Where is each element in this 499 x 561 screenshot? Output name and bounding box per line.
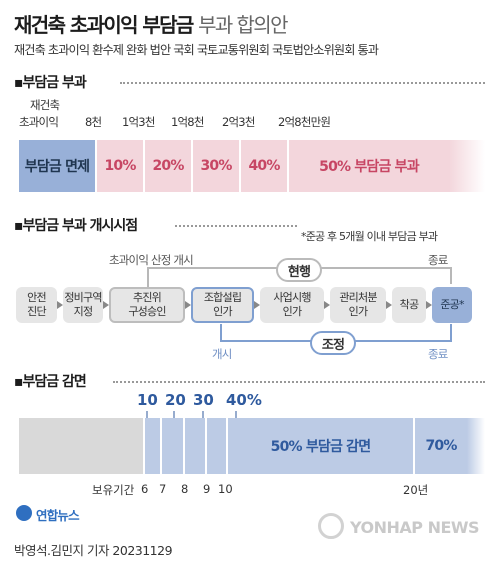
step-arrows [57,301,432,309]
step-safety-check: 안전 진단 [16,287,57,323]
section3-heading: ▪부담금 감면 [14,374,87,390]
band-30: 30% [193,140,239,192]
revised-end-label: 종료 [428,347,448,361]
year-tick: 7 [159,482,167,496]
band-rate-20 [162,418,183,474]
section2-note: *준공 후 5개월 이내 부담금 부과 [301,230,438,243]
year-tick: 8 [181,482,189,496]
section2-divider [175,225,297,227]
threshold-label: 1억3천 [122,115,155,129]
title-main: 재건축 초과이익 부담금 [14,13,194,37]
band-rate-70-fade [467,418,485,474]
step-disposal-approval: 관리처분 인가 [330,287,386,323]
band-no-reduction [19,418,143,474]
section3-divider [113,381,485,383]
step-committee-approval: 추진위 구성승인 [109,287,185,323]
step-completion: 준공* [432,287,472,323]
watermark-text: YONHAP NEWS [350,518,480,537]
title-sub: 부과 합의안 [198,13,288,37]
band-20: 20% [145,140,191,192]
year-tick: 9 [203,482,211,496]
section1-heading: ▪부담금 부과 [14,75,87,91]
step-association-approval: 조합설립 인가 [191,287,254,323]
threshold-label: 1억8천 [171,115,204,129]
threshold-label: 8천 [85,115,102,129]
current-end-label: 종료 [428,253,448,267]
rate-40: 40% [226,391,262,409]
band-rate-40 [207,418,226,474]
rate-30: 30 [193,391,214,409]
axis-label-line2: 초과이익 [19,115,59,129]
year-tick-end: 20년 [403,483,429,497]
band-50: 50% 부담금 부과 [289,140,449,192]
watermark-icon [318,513,344,539]
current-label: 현행 [276,258,322,282]
section2-heading: ▪부담금 부과 개시시점 [14,218,138,234]
band-50-fade [449,140,485,192]
band-rate-30 [185,418,205,474]
band-rate-50: 50% 부담금 감면 [228,418,413,474]
credit-line: 박영석.김민지 기자 20231129 [14,543,173,558]
section1-divider [120,82,485,84]
year-tick: 6 [141,482,149,496]
calc-start-label: 초과이익 산정 개시 [109,253,194,267]
band-rate-70: 70% [415,418,467,474]
step-construction-start: 착공 [392,287,426,323]
rate-10: 10 [137,391,158,409]
yonhap-logo-icon [16,505,32,521]
revised-label: 조정 [310,331,356,355]
year-tick: 10 [218,482,233,496]
revised-start-label: 개시 [212,347,232,361]
band-10: 10% [97,140,143,192]
threshold-label: 2억3천 [222,115,255,129]
step-zone-designation: 정비구역 지정 [63,287,103,323]
step-project-approval: 사업시행 인가 [260,287,324,323]
band-40: 40% [241,140,287,192]
threshold-label: 2억8천만원 [278,115,331,129]
axis-label-line1: 재건축 [30,98,60,112]
band-exempt: 부담금 면제 [19,140,95,192]
rate-20: 20 [165,391,186,409]
logo-text: 연합뉴스 [36,508,80,523]
page-title: 재건축 초과이익 부담금 부과 합의안 [14,9,288,38]
page-subtitle: 재건축 초과이익 환수제 완화 법안 국회 국토교통위원회 국토법안소위원회 통… [14,43,379,57]
band-rate-10 [145,418,160,474]
period-label: 보유기간 [92,483,135,497]
